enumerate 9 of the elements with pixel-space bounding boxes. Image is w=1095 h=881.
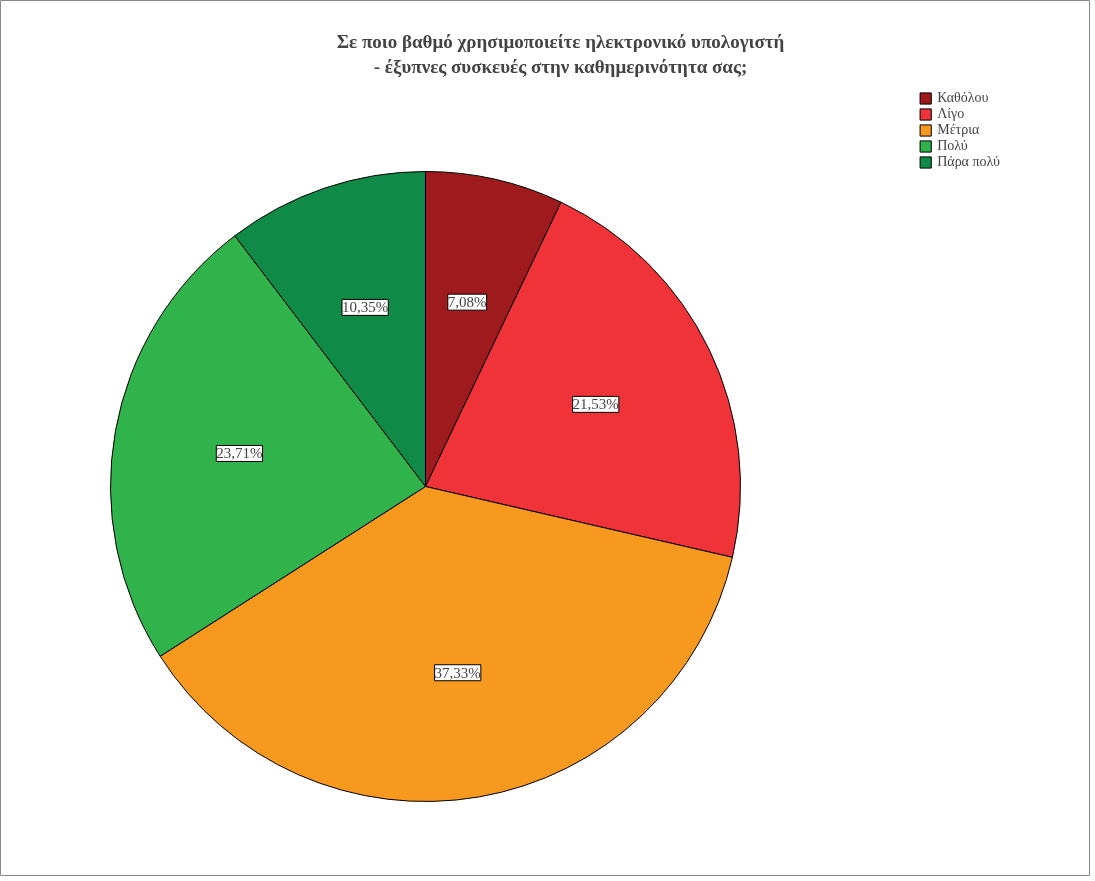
legend-label: Πολύ <box>937 138 968 154</box>
legend-label: Λίγο <box>937 106 965 122</box>
data-label: 10,35% <box>342 299 389 316</box>
legend-label: Καθόλου <box>937 90 989 106</box>
legend-label: Πάρα πολύ <box>937 154 1000 170</box>
data-label: 23,71% <box>216 445 263 462</box>
data-label: 7,08% <box>447 294 487 311</box>
chart-title: Σε ποιο βαθμό χρησιμοποιείτε ηλεκτρονικό υπολογιστή - έξυπνες συσκευές στην καθημερινότητα σας; <box>336 30 785 78</box>
legend-label: Μέτρια <box>937 122 980 138</box>
